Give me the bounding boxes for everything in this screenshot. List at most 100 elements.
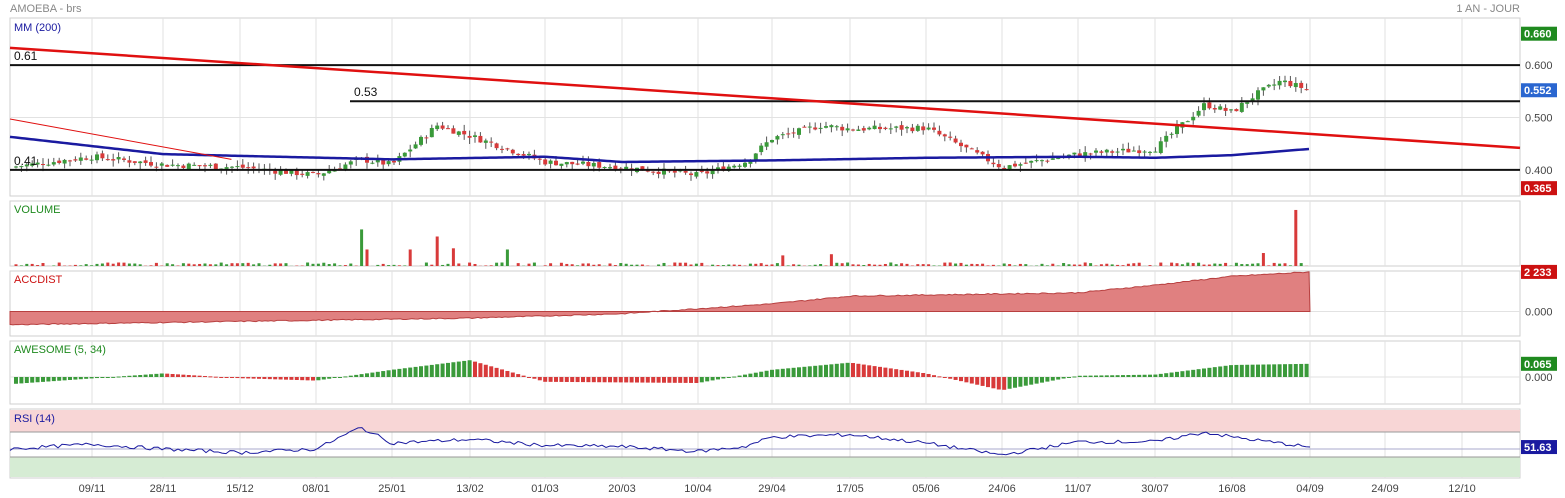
rsi-tag-label: 51.63 (1524, 442, 1552, 454)
awesome-bar (1256, 364, 1260, 377)
volume-bar (505, 249, 509, 266)
volume-bar (25, 263, 29, 266)
awesome-bar (964, 377, 969, 383)
volume-bar (284, 263, 288, 266)
awesome-bar (251, 377, 256, 379)
awesome-bar (467, 360, 472, 377)
volume-bar (765, 264, 769, 266)
volume-bar (198, 263, 202, 266)
volume-bar (403, 265, 407, 266)
awesome-bar (575, 377, 580, 383)
volume-bar (570, 264, 574, 266)
awesome-bar (316, 377, 321, 381)
volume-bar (397, 265, 401, 266)
candle (1056, 158, 1061, 160)
candle (235, 166, 240, 168)
volume-bar (662, 262, 666, 266)
volume-bar (905, 263, 909, 266)
awesome-bar (797, 367, 801, 377)
candle (689, 173, 693, 176)
volume-bar (241, 263, 245, 266)
volume-bar (208, 264, 212, 266)
candle (969, 148, 974, 150)
volume-bar (1137, 262, 1141, 266)
candle (921, 126, 926, 131)
candle (138, 161, 143, 164)
awesome-bar (824, 364, 828, 377)
volume-bar (484, 265, 488, 266)
awesome-bar (710, 377, 715, 381)
awesome-bar (100, 377, 105, 378)
candle (1115, 151, 1120, 153)
volume-bar (36, 265, 40, 266)
trend-line-1 (9, 118, 232, 160)
candle (321, 173, 326, 176)
candle (240, 164, 245, 168)
candle (1196, 110, 1201, 116)
candle (586, 161, 591, 167)
awesome-bar (300, 377, 305, 381)
volume-bar (489, 265, 493, 266)
volume-panel-title: VOLUME (14, 204, 60, 216)
candle (1023, 162, 1028, 164)
volume-bar (759, 263, 763, 266)
candle (996, 164, 1001, 168)
volume-bar (1148, 265, 1152, 266)
candle (1077, 153, 1082, 157)
accdist-tag (1521, 264, 1557, 279)
volume-bar (559, 262, 563, 266)
volume-bar (916, 264, 920, 266)
volume-bar (673, 262, 677, 266)
awesome-bar (386, 370, 391, 377)
volume-bar (133, 263, 137, 266)
volume-bar (727, 264, 731, 266)
awesome-bar (802, 366, 807, 377)
volume-bar (279, 263, 283, 266)
volume-bar (657, 264, 661, 266)
volume-bar (57, 262, 61, 266)
candle (721, 166, 726, 171)
awesome-bar (1099, 375, 1104, 377)
candle (446, 128, 450, 130)
volume-bar (867, 263, 871, 266)
volume-bar (1294, 209, 1298, 266)
candle (111, 159, 116, 161)
candle (224, 167, 229, 169)
volume-bar (878, 264, 882, 266)
awesome-bar (845, 362, 850, 377)
awesome-bar (748, 373, 753, 377)
candle (105, 159, 110, 161)
x-tick-label: 01/03 (531, 483, 559, 495)
awesome-bar (267, 377, 272, 380)
awesome-bar (424, 365, 429, 377)
volume-bar (1051, 263, 1055, 266)
volume-bar (95, 263, 99, 266)
candle (537, 158, 542, 160)
awesome-bar (1153, 374, 1158, 377)
volume-bar (360, 229, 364, 266)
volume-bar (1283, 263, 1287, 266)
awesome-bar (1245, 364, 1250, 377)
candle (953, 138, 958, 143)
volume-bar (127, 263, 131, 266)
volume-bar (1018, 263, 1022, 266)
price-tag-0 (1521, 26, 1557, 41)
candle (1212, 108, 1217, 110)
awesome-bar (1126, 375, 1131, 377)
candle (645, 170, 650, 172)
candle (602, 166, 607, 168)
awesome-bar (262, 377, 267, 379)
volume-bar (549, 263, 553, 266)
volume-bar (424, 262, 428, 266)
awesome-bar (294, 377, 299, 380)
awesome-bar (419, 366, 423, 377)
volume-bar (1116, 264, 1120, 266)
awesome-bar (203, 376, 207, 378)
awesome-bar (586, 377, 591, 383)
volume-bar (457, 263, 461, 266)
candle (678, 170, 683, 172)
volume-bar (1202, 264, 1206, 266)
candle (1045, 160, 1050, 162)
volume-bar (1267, 265, 1271, 266)
candle (1126, 148, 1131, 153)
